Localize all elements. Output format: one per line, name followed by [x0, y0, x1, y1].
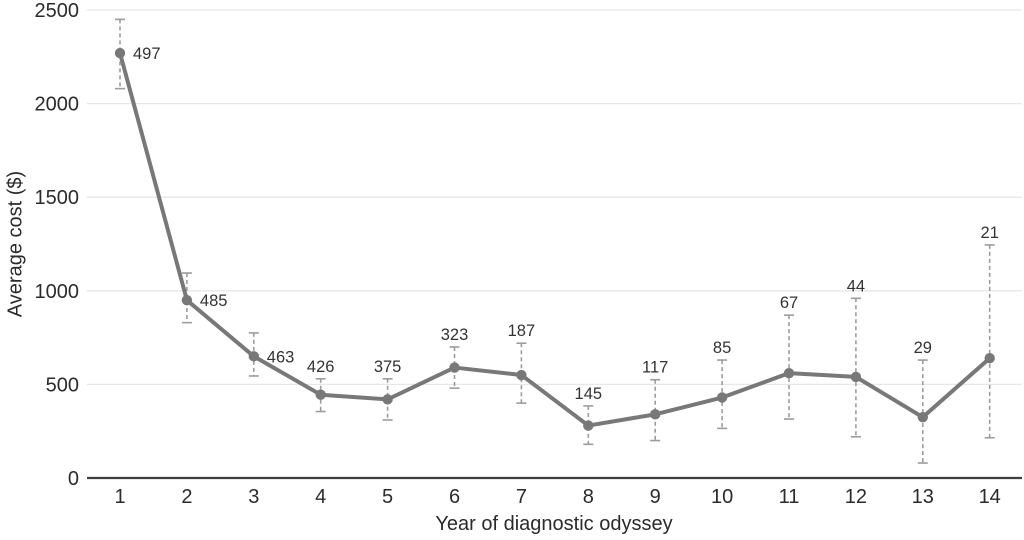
x-tick-label: 5	[382, 486, 393, 508]
data-point-label: 145	[575, 385, 603, 403]
y-tick-label: 500	[46, 374, 79, 396]
x-tick-label: 14	[979, 486, 1001, 508]
x-tick-label: 2	[181, 486, 192, 508]
data-point-marker	[850, 371, 862, 383]
data-point-label: 67	[780, 294, 798, 312]
x-tick-label: 1	[114, 486, 125, 508]
data-point-marker	[516, 369, 527, 381]
x-tick-label: 13	[912, 486, 934, 508]
data-point-marker	[382, 394, 393, 405]
y-axis-title: Average cost ($)	[4, 170, 27, 318]
data-point-label: 187	[508, 322, 536, 340]
x-tick-label: 3	[248, 486, 259, 508]
data-point-label: 44	[847, 277, 865, 295]
data-point-label: 117	[642, 359, 668, 377]
data-point-label: 426	[307, 358, 335, 376]
data-point-marker	[315, 389, 326, 400]
x-tick-label: 6	[449, 486, 460, 508]
x-tick-label: 7	[516, 486, 527, 508]
data-point-label: 485	[200, 292, 228, 310]
data-point-label: 21	[981, 224, 999, 242]
data-point-label: 85	[713, 339, 731, 357]
data-point-marker	[783, 367, 795, 379]
data-point-marker	[984, 352, 995, 364]
data-point-label: 463	[267, 348, 295, 366]
x-tick-label: 11	[779, 486, 800, 508]
data-point-marker	[248, 351, 259, 362]
x-tick-label: 12	[845, 486, 867, 508]
x-tick-label: 10	[711, 486, 733, 508]
y-tick-label: 1000	[35, 281, 80, 303]
y-tick-label: 1500	[35, 187, 80, 209]
data-point-marker	[917, 411, 928, 423]
data-point-label: 375	[374, 358, 402, 376]
x-axis-title: Year of diagnostic odyssey	[435, 513, 673, 535]
data-point-label: 29	[914, 339, 932, 357]
data-point-marker	[449, 362, 460, 373]
x-tick-label: 4	[315, 486, 326, 508]
data-point-marker	[114, 47, 126, 59]
x-tick-label: 8	[583, 486, 594, 508]
trend-line	[118, 51, 992, 428]
x-tick-label: 9	[650, 486, 661, 508]
data-point-marker	[181, 294, 193, 306]
y-tick-label: 2500	[35, 0, 80, 22]
data-point-label: 497	[133, 45, 161, 63]
data-point-label: 323	[441, 326, 469, 344]
data-point-marker	[583, 420, 594, 431]
data-point-marker	[650, 409, 661, 420]
y-tick-label: 2000	[35, 94, 80, 116]
y-tick-label: 0	[68, 468, 79, 490]
data-point-marker	[716, 392, 728, 403]
